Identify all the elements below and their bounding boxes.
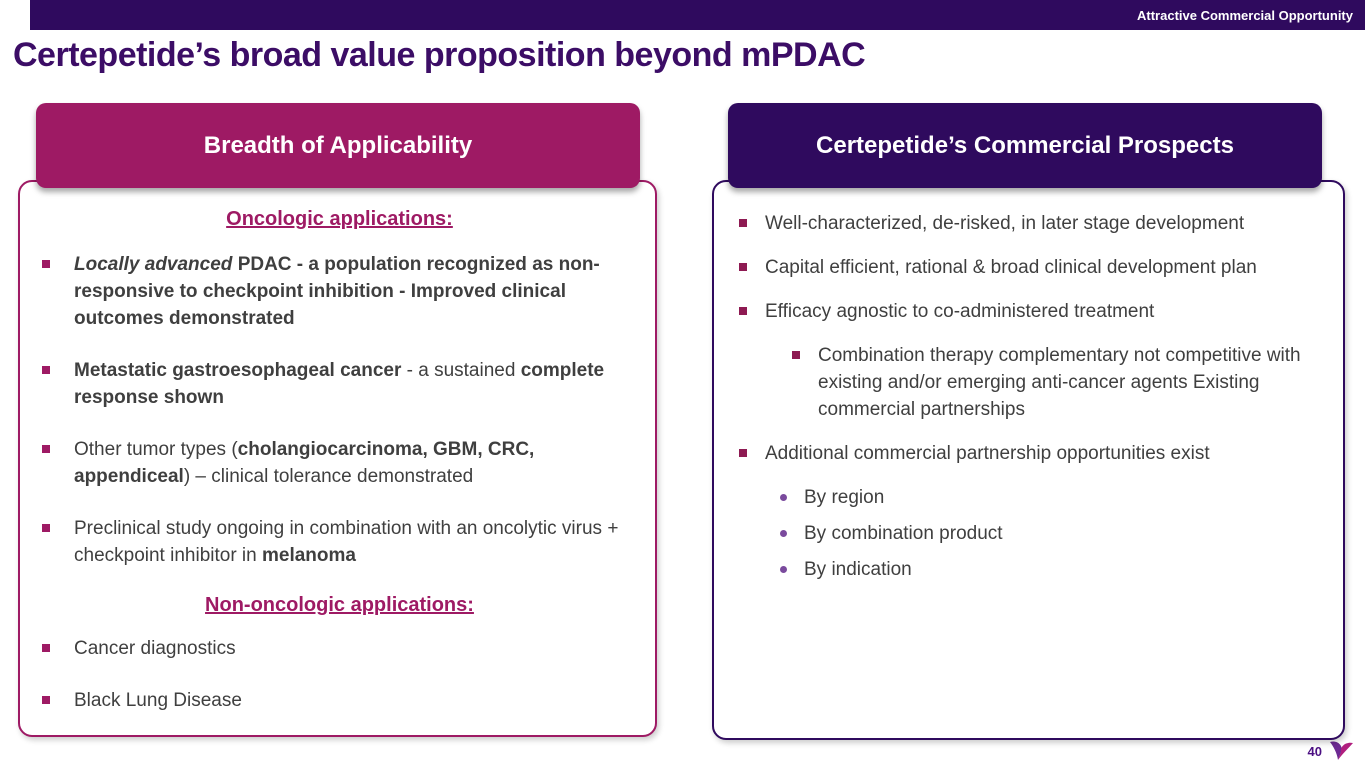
list-item: Other tumor types (cholangiocarcinoma, G… (42, 436, 637, 490)
list-item: Cancer diagnostics (42, 635, 637, 662)
bullet-text: By indication (804, 559, 912, 580)
square-bullet-icon (42, 260, 50, 268)
top-banner-label: Attractive Commercial Opportunity (1137, 7, 1353, 23)
commercial-panel-body: Well-characterized, de-risked, in later … (712, 180, 1345, 740)
bullet-text: Well-characterized, de-risked, in later … (765, 213, 1245, 234)
bullet-text: Black Lung Disease (74, 690, 242, 711)
text-segment: cholangiocarcinoma, GBM, CRC, appendicea… (74, 439, 535, 487)
bullet-text: Capital efficient, rational & broad clin… (765, 257, 1257, 278)
list-item: Additional commercial partnership opport… (739, 440, 1325, 467)
list-item: Well-characterized, de-risked, in later … (739, 210, 1325, 237)
square-bullet-icon (42, 366, 50, 374)
square-bullet-icon (739, 263, 747, 271)
page-number: 40 (1307, 744, 1322, 759)
text-segment: complete response shown (74, 360, 605, 408)
square-bullet-icon (42, 445, 50, 453)
bullet-text: Additional commercial partnership opport… (765, 443, 1210, 464)
square-bullet-icon (792, 351, 800, 359)
list-item-sub: Combination therapy complementary not co… (739, 342, 1325, 423)
bullet-text: By region (804, 487, 885, 508)
list-item-dot: By combination product (739, 520, 1325, 547)
commercial-panel-header: Certepetide’s Commercial Prospects (728, 103, 1322, 188)
list-item-dot: By region (739, 484, 1325, 511)
list-item: Efficacy agnostic to co-administered tre… (739, 298, 1325, 325)
text-segment: ) – clinical tolerance demonstrated (183, 466, 474, 487)
list-item: Preclinical study ongoing in combination… (42, 515, 637, 569)
square-bullet-icon (739, 449, 747, 457)
bullet-text: Preclinical study ongoing in combination… (74, 515, 637, 569)
top-banner: Attractive Commercial Opportunity (30, 0, 1365, 30)
list-item: Locally advanced PDAC - a population rec… (42, 251, 637, 332)
breadth-panel-body: Oncologic applications: Locally advanced… (18, 180, 657, 737)
bullet-text: Other tumor types (cholangiocarcinoma, G… (74, 436, 637, 490)
dot-bullet-icon (780, 566, 787, 573)
breadth-panel-header: Breadth of Applicability (36, 103, 640, 188)
square-bullet-icon (739, 307, 747, 315)
commercial-panel-header-label: Certepetide’s Commercial Prospects (816, 131, 1234, 159)
oncologic-section-title: Oncologic applications: (226, 208, 453, 230)
bullet-text: Combination therapy complementary not co… (818, 345, 1301, 420)
text-segment: PDAC - a population recognized as non-re… (74, 254, 600, 329)
square-bullet-icon (42, 524, 50, 532)
bullet-text: By combination product (804, 523, 1003, 544)
text-segment: Locally advanced (74, 254, 238, 275)
text-segment: Other tumor types ( (74, 439, 238, 460)
text-segment: Metastatic gastroesophageal cancer (74, 360, 402, 381)
dot-bullet-icon (780, 494, 787, 501)
list-item: Black Lung Disease (42, 687, 637, 714)
square-bullet-icon (42, 644, 50, 652)
square-bullet-icon (42, 696, 50, 704)
bullet-text: Efficacy agnostic to co-administered tre… (765, 301, 1155, 322)
breadth-panel-header-label: Breadth of Applicability (203, 131, 473, 159)
text-segment: - a sustained (401, 360, 521, 381)
text-segment: melanoma (262, 545, 356, 566)
bird-logo-icon (1330, 741, 1353, 760)
bullet-text: Cancer diagnostics (74, 638, 236, 659)
dot-bullet-icon (780, 530, 787, 537)
square-bullet-icon (739, 219, 747, 227)
page-title: Certepetide’s broad value proposition be… (13, 36, 866, 74)
bullet-text: Metastatic gastroesophageal cancer - a s… (74, 357, 637, 411)
text-segment: Preclinical study ongoing in combination… (74, 518, 619, 566)
list-item: Metastatic gastroesophageal cancer - a s… (42, 357, 637, 411)
non-oncologic-section-title: Non-oncologic applications: (205, 594, 474, 616)
list-item-dot: By indication (739, 556, 1325, 583)
list-item: Capital efficient, rational & broad clin… (739, 254, 1325, 281)
bullet-text: Locally advanced PDAC - a population rec… (74, 251, 637, 332)
